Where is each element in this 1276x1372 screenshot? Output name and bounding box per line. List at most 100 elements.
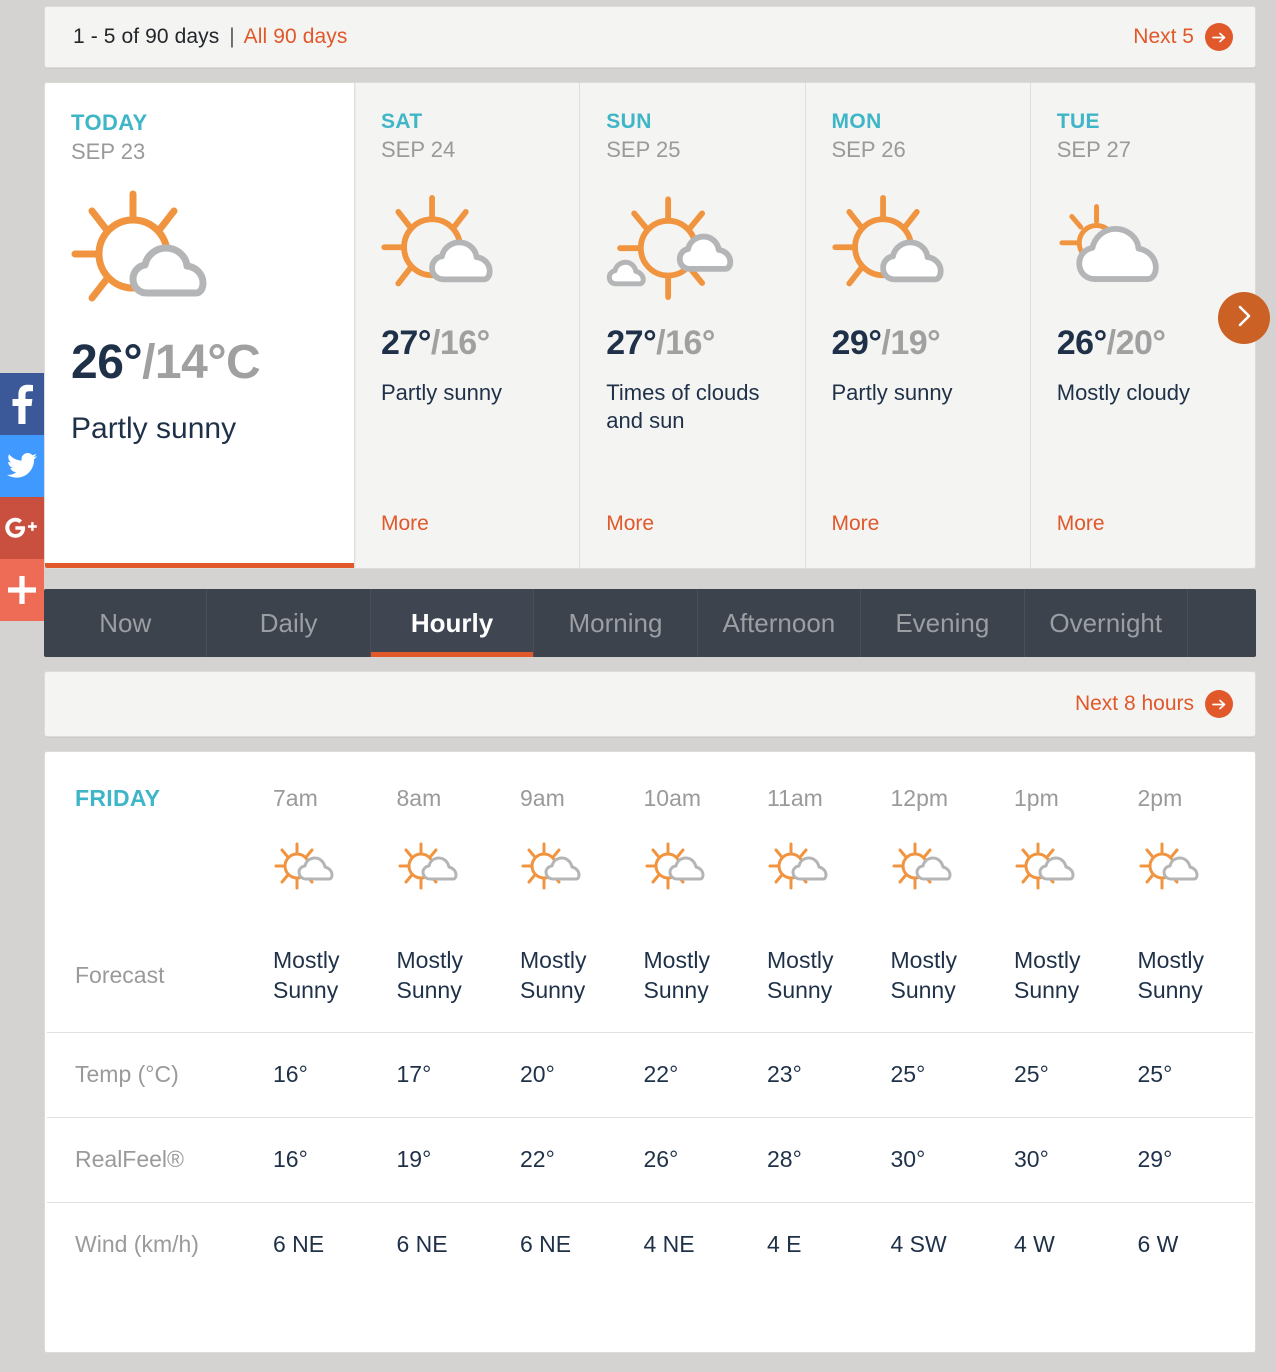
forecast-card-date: SEP 26 (831, 137, 906, 163)
sun-small-cloud-icon (759, 824, 883, 920)
forecast-card-today[interactable]: TODAY SEP 23 (45, 83, 355, 568)
tab-label: Morning (568, 607, 663, 638)
tab-label: Hourly (410, 607, 494, 638)
temp-cell: 25° (1014, 1060, 1049, 1087)
forecast-card-dow: TODAY (71, 110, 148, 135)
forecast-card-more-link[interactable]: More (1056, 512, 1105, 535)
forecast-card-more-link[interactable]: More (606, 512, 655, 535)
forecast-card-sun[interactable]: SUN SEP 25 (580, 83, 806, 568)
wind-cell: 6 NE (273, 1230, 325, 1257)
hour-header-10am: 10am (643, 784, 702, 811)
twitter-share-button[interactable] (0, 435, 44, 497)
temp-cell: 25° (890, 1060, 926, 1087)
hourly-day-label: FRIDAY (75, 784, 161, 811)
google-plus-icon (4, 516, 40, 540)
sun-small-cloud-icon (1006, 824, 1130, 920)
forecast-card-phrase: Times of clouds and sun (606, 379, 760, 433)
sun-small-cloud-icon (389, 824, 513, 920)
tab-morning[interactable]: Morning (534, 589, 698, 657)
forecast-card-temps: 26°/14°C (71, 335, 328, 390)
row-label-forecast: Forecast (75, 962, 165, 989)
tab-label: Daily (259, 607, 318, 638)
forecast-card-phrase: Partly sunny (831, 379, 953, 405)
sun-small-cloud-icon (1130, 824, 1254, 920)
forecast-card-more-link[interactable]: More (831, 512, 880, 535)
forecast-card-more-link[interactable]: More (381, 512, 429, 535)
forecast-card-high: 26° (1056, 323, 1107, 362)
forecast-cell: Mostly Sunny (273, 946, 340, 1003)
hour-header-8am: 8am (396, 784, 442, 811)
sun-between-clouds-icon (606, 174, 778, 324)
wind-cell: 6 W (1137, 1230, 1179, 1257)
forecast-card-mon[interactable]: MON SEP 26 (806, 83, 1031, 568)
forecast-card-temps: 27°/16° (606, 324, 778, 363)
arrow-right-icon (1205, 23, 1233, 51)
sun-small-cloud-icon (512, 824, 636, 920)
hour-header-11am: 11am (767, 784, 823, 811)
pager-bar: 1 - 5 of 90 days | All 90 days Next 5 (44, 6, 1256, 68)
strip-next-arrow-button[interactable] (1218, 292, 1270, 344)
forecast-card-date: SEP 25 (606, 137, 681, 163)
forecast-card-dow: SAT (381, 110, 423, 133)
temp-cell: 20° (520, 1060, 555, 1087)
sun-behind-cloud-icon (71, 175, 328, 335)
tab-hourly[interactable]: Hourly (370, 589, 535, 657)
forecast-card-dow: MON (831, 110, 882, 133)
wind-cell: 4 NE (643, 1230, 695, 1257)
realfeel-cell: 26° (643, 1145, 679, 1172)
realfeel-cell: 22° (520, 1145, 555, 1172)
realfeel-cell: 30° (1014, 1145, 1049, 1172)
pager-separator: | (229, 25, 235, 48)
tab-evening[interactable]: Evening (861, 589, 1025, 657)
next-5-button[interactable]: Next 5 (1133, 23, 1233, 51)
social-share-rail (0, 373, 44, 621)
hourly-icon-row (47, 824, 1253, 920)
forecast-cell: Mostly Sunny (1137, 946, 1204, 1003)
hourly-row-forecast: Forecast Mostly Sunny Mostly Sunny Mostl… (47, 920, 1253, 1032)
next-8-hours-button[interactable]: Next 8 hours (1075, 690, 1233, 718)
forecast-card-phrase: Mostly cloudy (1056, 379, 1191, 405)
tab-afternoon[interactable]: Afternoon (698, 589, 862, 657)
facebook-share-button[interactable] (0, 373, 44, 435)
forecast-card-tue[interactable]: TUE SEP 27 (1031, 83, 1255, 568)
forecast-cell: Mostly Sunny (1014, 946, 1081, 1003)
hourly-row-temp: Temp (°C) 16° 17° 20° 22° 23° 25° 25° 25… (47, 1032, 1253, 1117)
tab-now[interactable]: Now (44, 589, 208, 657)
tab-overnight[interactable]: Overnight (1025, 589, 1188, 657)
forecast-cell: Mostly Sunny (396, 946, 463, 1003)
forecast-cell: Mostly Sunny (890, 946, 957, 1003)
hourly-row-wind: Wind (km/h) 6 NE 6 NE 6 NE 4 NE 4 E 4 SW… (47, 1202, 1253, 1287)
forecast-strip-wrapper: TODAY SEP 23 (44, 82, 1270, 569)
tab-label: Now (99, 607, 152, 638)
forecast-card-temps: 29°/19° (832, 324, 1004, 363)
sun-behind-cloud-icon (831, 174, 1004, 324)
next-hours-bar: Next 8 hours (44, 671, 1256, 737)
hourly-row-realfeel: RealFeel® 16° 19° 22° 26° 28° 30° 30° 29… (47, 1117, 1253, 1202)
temp-cell: 25° (1137, 1060, 1173, 1087)
tab-label: Overnight (1049, 607, 1163, 638)
forecast-card-sat[interactable]: SAT SEP 24 (355, 83, 581, 568)
all-days-link[interactable]: All 90 days (243, 25, 348, 48)
forecast-cell: Mostly Sunny (520, 946, 587, 1003)
realfeel-cell: 16° (273, 1145, 308, 1172)
more-share-button[interactable] (0, 559, 44, 621)
forecast-card-date: SEP 24 (381, 137, 456, 163)
forecast-card-dow: SUN (606, 110, 652, 133)
tab-daily[interactable]: Daily (207, 589, 371, 657)
sun-behind-large-cloud-icon (1057, 174, 1229, 324)
wind-cell: 4 E (767, 1230, 802, 1257)
google-plus-share-button[interactable] (0, 497, 44, 559)
chevron-right-icon (1234, 303, 1254, 334)
forecast-card-temps: 27°/16° (381, 324, 553, 363)
hourly-header-row: FRIDAY 7am 8am 9am 10am 11am 12pm 1pm 2p… (47, 752, 1253, 824)
forecast-card-high: 27° (606, 323, 657, 362)
forecast-card-low: /16° (430, 323, 490, 362)
hourly-forecast-table: FRIDAY 7am 8am 9am 10am 11am 12pm 1pm 2p… (44, 751, 1256, 1353)
forecast-card-low: /20° (1106, 323, 1166, 362)
forecast-card-dow: TUE (1056, 110, 1100, 133)
temp-cell: 16° (273, 1060, 308, 1087)
forecast-card-phrase: Partly sunny (71, 412, 237, 445)
twitter-icon (7, 453, 37, 479)
hour-header-7am: 7am (273, 784, 318, 811)
tab-extra[interactable] (1188, 589, 1256, 657)
